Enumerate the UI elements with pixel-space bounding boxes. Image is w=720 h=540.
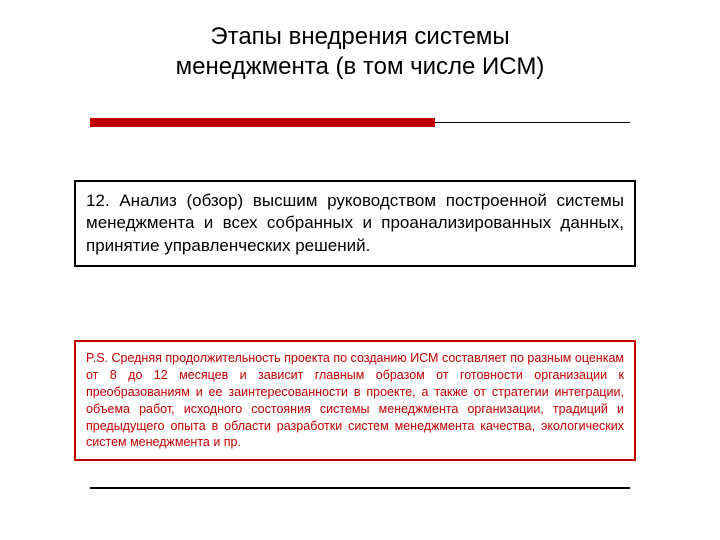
hr-thick-bar (90, 118, 435, 127)
content-box-main: 12. Анализ (обзор) высшим руководством п… (74, 180, 636, 267)
content-box-ps: P.S. Средняя продолжительность проекта п… (74, 340, 636, 461)
horizontal-rule-bottom (90, 487, 630, 489)
slide: Этапы внедрения системы менеджмента (в т… (0, 0, 720, 540)
title-line-1: Этапы внедрения системы (210, 23, 509, 50)
title-line-2: менеджмента (в том числе ИСМ) (176, 53, 545, 80)
content-box-ps-text: P.S. Средняя продолжительность проекта п… (86, 351, 624, 449)
page-title: Этапы внедрения системы менеджмента (в т… (0, 22, 720, 82)
content-box-main-text: 12. Анализ (обзор) высшим руководством п… (86, 191, 624, 255)
